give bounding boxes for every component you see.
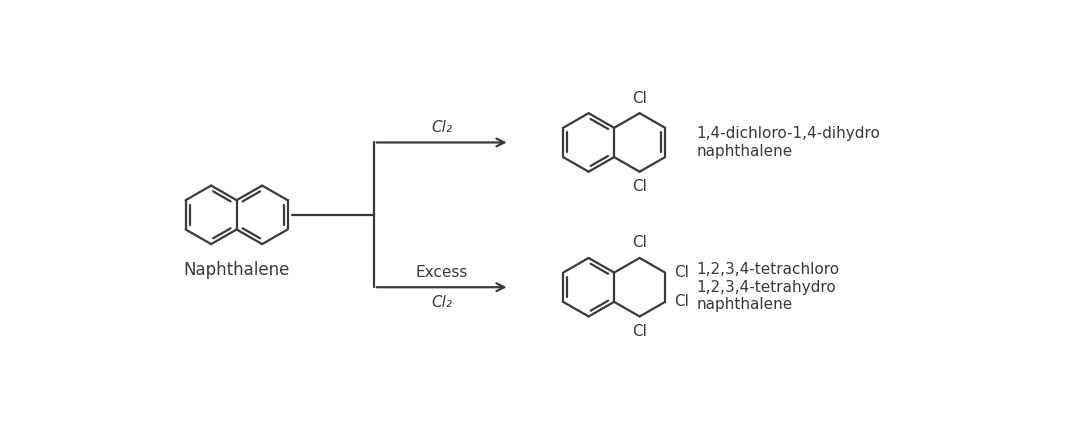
Text: Cl₂: Cl₂ bbox=[431, 120, 452, 135]
Text: Cl: Cl bbox=[675, 265, 690, 280]
Text: Cl: Cl bbox=[632, 324, 647, 339]
Text: Cl: Cl bbox=[632, 179, 647, 194]
Text: 1,4-dichloro-1,4-dihydro
naphthalene: 1,4-dichloro-1,4-dihydro naphthalene bbox=[696, 126, 880, 159]
Text: Excess: Excess bbox=[416, 264, 468, 280]
Text: Naphthalene: Naphthalene bbox=[184, 261, 290, 279]
Text: Cl: Cl bbox=[675, 295, 690, 309]
Text: Cl₂: Cl₂ bbox=[431, 295, 452, 310]
Text: Cl: Cl bbox=[632, 235, 647, 250]
Text: 1,2,3,4-tetrachloro
1,2,3,4-tetrahydro
naphthalene: 1,2,3,4-tetrachloro 1,2,3,4-tetrahydro n… bbox=[696, 262, 839, 312]
Text: Cl: Cl bbox=[632, 90, 647, 105]
